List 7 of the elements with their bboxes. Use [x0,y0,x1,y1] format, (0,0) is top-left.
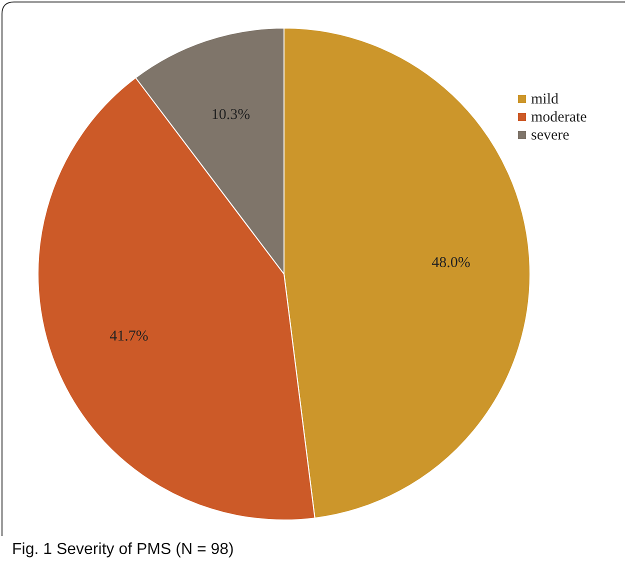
legend-label: mild [531,91,559,108]
legend-label: severe [531,127,570,144]
data-label: 41.7% [110,328,148,344]
data-label: 48.0% [432,254,470,271]
text: Fig. 1 Severity of PMS (N = 98) [12,541,234,558]
legend-label: moderate [531,109,588,126]
data-label: 10.3% [211,106,250,123]
